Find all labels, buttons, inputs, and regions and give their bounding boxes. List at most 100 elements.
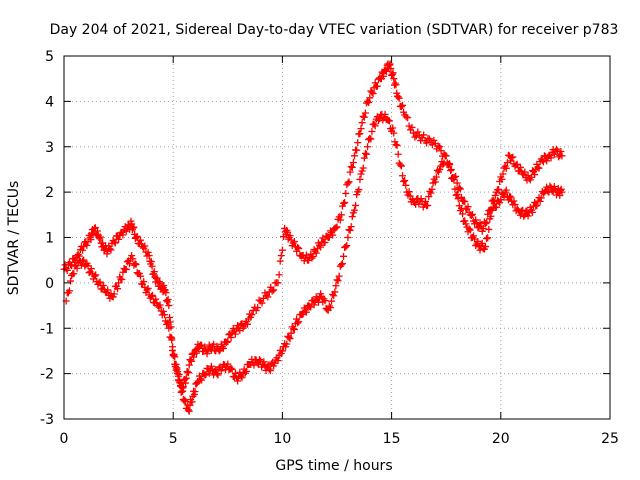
data-point-interp: [168, 334, 176, 342]
data-point: [193, 379, 201, 387]
data-point-interp: [495, 186, 503, 194]
data-point-interp: [543, 183, 551, 191]
data-point-interp: [96, 233, 104, 241]
data-point-interp: [342, 243, 350, 251]
data-point-interp: [496, 199, 504, 207]
data-point-interp: [174, 376, 182, 384]
ticks-layer: 0 5 10 15 20 25 -3 -2 -1 0 1 2 3 4 5: [40, 49, 619, 447]
data-point: [396, 161, 404, 169]
data-point-interp: [369, 90, 377, 98]
data-point-interp: [485, 225, 493, 233]
data-point-interp: [556, 191, 564, 199]
data-point-interp: [356, 175, 364, 183]
data-point-interp: [119, 231, 127, 239]
data-point-interp: [276, 346, 284, 354]
data-point-interp: [277, 350, 285, 358]
data-point-interp: [358, 119, 366, 127]
data-point-interp: [457, 193, 465, 201]
data-point-interp: [464, 203, 472, 211]
data-point-interp: [144, 284, 152, 292]
data-point-interp: [294, 243, 302, 251]
data-point-interp: [114, 285, 122, 293]
data-point-interp: [428, 185, 436, 193]
data-point-interp: [242, 367, 250, 375]
data-point-interp: [349, 159, 357, 167]
data-point-interp: [152, 295, 160, 303]
data-point-interp: [266, 367, 274, 375]
data-point-interp: [420, 131, 428, 139]
data-point-interp: [143, 252, 151, 260]
data-point: [128, 252, 136, 260]
data-point-interp: [207, 362, 215, 370]
data-point-interp: [468, 210, 476, 218]
data-point-interp: [341, 199, 349, 207]
data-point-interp: [444, 161, 452, 169]
data-point-interp: [184, 369, 192, 377]
data-point-interp: [136, 272, 144, 280]
data-point-interp: [467, 211, 475, 219]
data-point-interp: [387, 65, 395, 73]
chart-title: Day 204 of 2021, Sidereal Day-to-day VTE…: [50, 22, 619, 38]
data-point-interp: [445, 160, 453, 168]
data-point-interp: [508, 154, 516, 162]
data-point-interp: [328, 297, 336, 305]
data-point-interp: [317, 243, 325, 251]
data-point-interp: [365, 98, 373, 106]
data-point-interp: [223, 338, 231, 346]
data-point-interp: [511, 201, 519, 209]
data-point-interp: [164, 295, 172, 303]
data-point-interp: [141, 242, 149, 250]
data-point-interp: [144, 248, 152, 256]
data-point-interp: [83, 241, 91, 249]
data-point-interp: [421, 197, 429, 205]
data-point-interp: [175, 377, 183, 385]
x-tick-label: 25: [601, 431, 619, 447]
series-branch-upper: [60, 60, 566, 392]
data-point-interp: [472, 216, 480, 224]
data-point-interp: [130, 223, 138, 231]
data-point: [344, 234, 352, 241]
data-point-interp: [173, 364, 181, 372]
data-point-interp: [228, 366, 236, 374]
data-point-interp: [425, 135, 433, 143]
data-point-interp: [474, 224, 482, 232]
data-point-interp: [63, 266, 71, 274]
data-point-interp: [185, 407, 193, 415]
data-point-interp: [164, 319, 172, 327]
data-point-interp: [516, 211, 524, 219]
data-point-interp: [524, 212, 532, 220]
data-point-interp: [447, 167, 455, 175]
data-point-interp: [400, 177, 408, 185]
data-point-interp: [219, 344, 227, 352]
data-point-interp: [335, 213, 343, 221]
data-point-interp: [356, 130, 364, 138]
x-tick-label: 0: [60, 431, 69, 447]
x-tick-label: 10: [273, 431, 291, 447]
data-point-interp: [309, 252, 317, 260]
data-point-interp: [399, 101, 407, 109]
data-point-interp: [212, 366, 220, 374]
data-point-interp: [348, 164, 356, 172]
data-point-interp: [67, 277, 75, 285]
data-point-interp: [534, 163, 542, 171]
x-tick-label: 20: [492, 431, 510, 447]
data-point-interp: [290, 238, 298, 246]
data-point-interp: [389, 124, 397, 132]
data-point-interp: [401, 177, 409, 185]
data-point-interp: [550, 150, 558, 158]
data-point-interp: [346, 226, 354, 234]
data-point-interp: [420, 200, 428, 208]
data-point-interp: [461, 198, 469, 206]
data-point-interp: [104, 286, 112, 294]
data-point: [171, 361, 179, 369]
data-point-interp: [509, 153, 517, 161]
data-point-interp: [550, 182, 558, 190]
data-point-interp: [434, 142, 442, 150]
data-point-interp: [162, 289, 170, 297]
data-point: [285, 333, 293, 341]
data-point-interp: [188, 398, 196, 406]
data-point-interp: [312, 249, 320, 257]
data-point-interp: [400, 108, 408, 116]
data-point-interp: [332, 224, 340, 232]
